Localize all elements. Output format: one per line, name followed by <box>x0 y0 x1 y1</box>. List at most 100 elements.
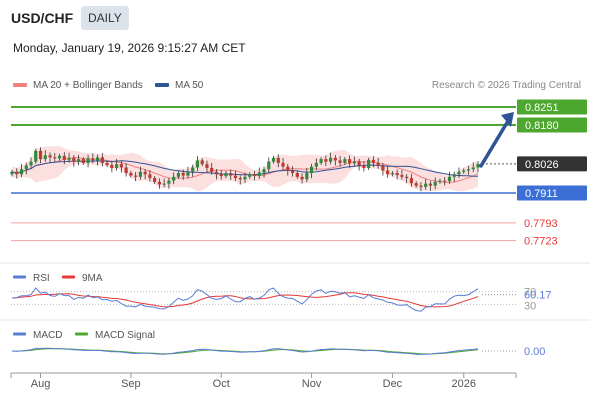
candle-body <box>319 159 323 163</box>
current-price-tag <box>517 156 587 172</box>
candle-body <box>200 160 204 165</box>
bollinger-band <box>12 146 478 192</box>
candle-body <box>290 170 295 174</box>
candle-body <box>352 161 356 164</box>
macd-current-value: 0.00 <box>524 346 545 358</box>
candle-body <box>343 159 347 163</box>
candle-body <box>424 183 428 187</box>
symbol-title: USD/CHF <box>11 10 74 26</box>
candle-body <box>476 163 480 168</box>
rsi-level-70: 70 <box>524 287 536 299</box>
candle-body <box>72 157 76 162</box>
macd-line <box>11 347 479 355</box>
candle-body <box>300 176 304 180</box>
candle-body <box>176 173 181 177</box>
candle-body <box>381 165 385 171</box>
candle-body <box>148 174 152 179</box>
rsi-legend-label: RSI <box>33 273 50 284</box>
candle-body <box>252 174 257 177</box>
candle-body <box>238 178 242 180</box>
candle-body <box>271 157 276 162</box>
candle-body <box>371 159 375 163</box>
candle-body <box>281 162 285 167</box>
candle-body <box>433 181 437 186</box>
candle-body <box>348 159 352 164</box>
candle-body <box>24 165 28 170</box>
candle-body <box>124 167 128 174</box>
candle-body <box>452 174 456 177</box>
candle-body <box>100 157 104 163</box>
candle-body <box>48 155 52 158</box>
candle-body <box>438 180 442 182</box>
candle-body <box>419 185 423 187</box>
candle-body <box>195 160 200 168</box>
candle-body <box>129 173 133 176</box>
ma50-label: MA 50 <box>175 80 204 91</box>
candle-body <box>248 174 252 177</box>
candle-body <box>205 164 209 168</box>
candle-body <box>338 160 342 163</box>
candle-body <box>191 167 195 172</box>
pivot-tag <box>517 185 587 201</box>
candle-body <box>367 159 371 168</box>
candle-body <box>119 164 123 168</box>
candle-body <box>105 162 109 165</box>
candle-body <box>405 176 409 179</box>
candle-body <box>214 171 219 175</box>
candle-body <box>324 159 328 162</box>
x-tick-label: Oct <box>213 378 230 390</box>
candle-body <box>333 157 337 161</box>
candle-body <box>428 183 433 186</box>
candle-body <box>95 157 100 161</box>
candle-body <box>395 173 399 176</box>
candle-body <box>262 169 266 173</box>
macd-signal-legend-swatch <box>75 332 88 336</box>
candle-body <box>29 161 33 166</box>
candle-body <box>328 157 333 162</box>
candle-body <box>157 181 162 185</box>
rsi-legend-swatch <box>13 275 26 279</box>
candle-body <box>409 178 414 184</box>
candle-body <box>210 167 214 172</box>
candle-body <box>162 183 166 185</box>
candle-body <box>167 180 171 184</box>
candle-body <box>457 171 461 175</box>
legend-ma50: MA 50 <box>155 80 203 91</box>
resistance-value: 0.8180 <box>525 120 559 132</box>
candle-body <box>414 183 418 186</box>
candle-body <box>38 150 43 160</box>
candle-body <box>314 162 318 167</box>
candle-body <box>462 170 466 172</box>
resistance-value: 0.8251 <box>525 102 559 114</box>
ma20-swatch <box>13 83 27 88</box>
candle-body <box>305 173 309 180</box>
x-tick-label: 2026 <box>451 378 475 390</box>
candle-body <box>67 157 71 160</box>
candle-body <box>219 174 223 177</box>
candle-body <box>233 175 238 179</box>
candle-body <box>34 150 38 162</box>
legend-ma20: MA 20 + Bollinger Bands <box>13 80 143 91</box>
rsi-ma-legend-swatch <box>62 275 75 279</box>
candle-body <box>286 166 290 171</box>
rsi-line <box>11 287 479 312</box>
candle-body <box>81 159 85 163</box>
candle-body <box>295 173 299 177</box>
rsi-ma-legend-label: 9MA <box>82 273 103 284</box>
candle-body <box>115 164 119 168</box>
chart-header: USD/CHF DAILY <box>0 0 590 36</box>
candle-body <box>276 157 280 163</box>
candle-body <box>153 178 157 182</box>
macd-signal-legend-label: MACD Signal <box>95 330 155 341</box>
timestamp: Monday, January 19, 2026 9:15:27 AM CET <box>13 41 246 55</box>
timeframe-badge[interactable]: DAILY <box>81 6 129 30</box>
x-tick-label: Sep <box>121 378 141 390</box>
projection-arrow-head <box>501 112 514 127</box>
candle-body <box>362 165 366 168</box>
credit-text: Research © 2026 Trading Central <box>431 80 581 91</box>
resistance-tag <box>517 99 587 115</box>
support-level-value: 0.7793 <box>524 218 558 230</box>
candle-body <box>400 175 404 177</box>
candle-body <box>390 173 395 175</box>
